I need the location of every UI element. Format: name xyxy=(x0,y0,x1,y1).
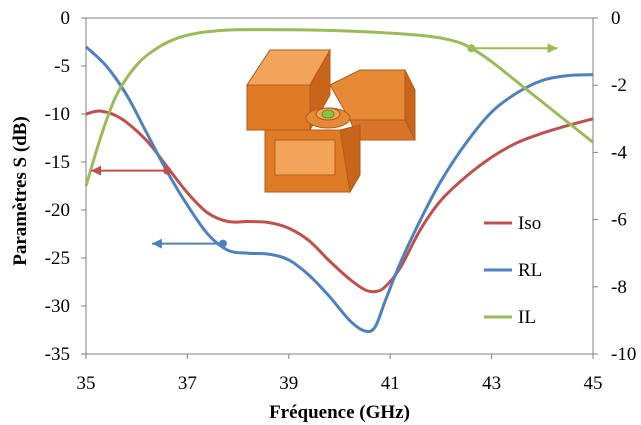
y-right-tick-label: -4 xyxy=(611,142,627,163)
x-tick-label: 43 xyxy=(482,373,501,394)
legend-label-rl: RL xyxy=(518,260,542,281)
series-line-il xyxy=(84,28,594,187)
x-tick-label: 35 xyxy=(77,373,96,394)
y-right-tick-label: -8 xyxy=(611,277,627,298)
y-right-tick-label: -2 xyxy=(611,75,627,96)
arrow-dot xyxy=(467,44,476,53)
y-left-tick-label: -30 xyxy=(45,296,70,317)
y-left-tick-label: -20 xyxy=(45,200,70,221)
arrow-head xyxy=(151,238,162,249)
x-tick-label: 45 xyxy=(584,373,603,394)
legend-label-iso: Iso xyxy=(518,213,541,234)
y-right-tick-label: -6 xyxy=(611,210,627,231)
series-line-rl xyxy=(84,45,594,334)
x-tick-label: 41 xyxy=(381,373,400,394)
rl-axis-arrow xyxy=(151,238,227,249)
y-left-tick-label: -15 xyxy=(45,152,70,173)
y-left-tick-label: -10 xyxy=(45,104,70,125)
y-left-tick-label: -5 xyxy=(54,56,70,77)
y-axis-title: Paramètres S (dB) xyxy=(10,116,31,266)
x-axis-title: Fréquence (GHz) xyxy=(269,402,410,423)
arrow-dot xyxy=(163,166,172,175)
y-right-tick-label: 0 xyxy=(611,8,621,29)
y-left-tick-label: -35 xyxy=(45,344,70,365)
legend-label-il: IL xyxy=(518,307,536,328)
arrow-head xyxy=(547,43,558,54)
arrow-head xyxy=(91,165,102,176)
x-tick-label: 37 xyxy=(178,373,197,394)
iso-axis-arrow xyxy=(91,165,172,176)
y-right-tick-label: -10 xyxy=(611,344,636,365)
y-left-tick-label: 0 xyxy=(61,8,71,29)
x-tick-label: 39 xyxy=(279,373,298,394)
arrow-dot xyxy=(218,239,227,248)
y-left-tick-label: -25 xyxy=(45,248,70,269)
device-3d-model-image xyxy=(246,48,416,194)
il-axis-arrow xyxy=(467,43,558,54)
